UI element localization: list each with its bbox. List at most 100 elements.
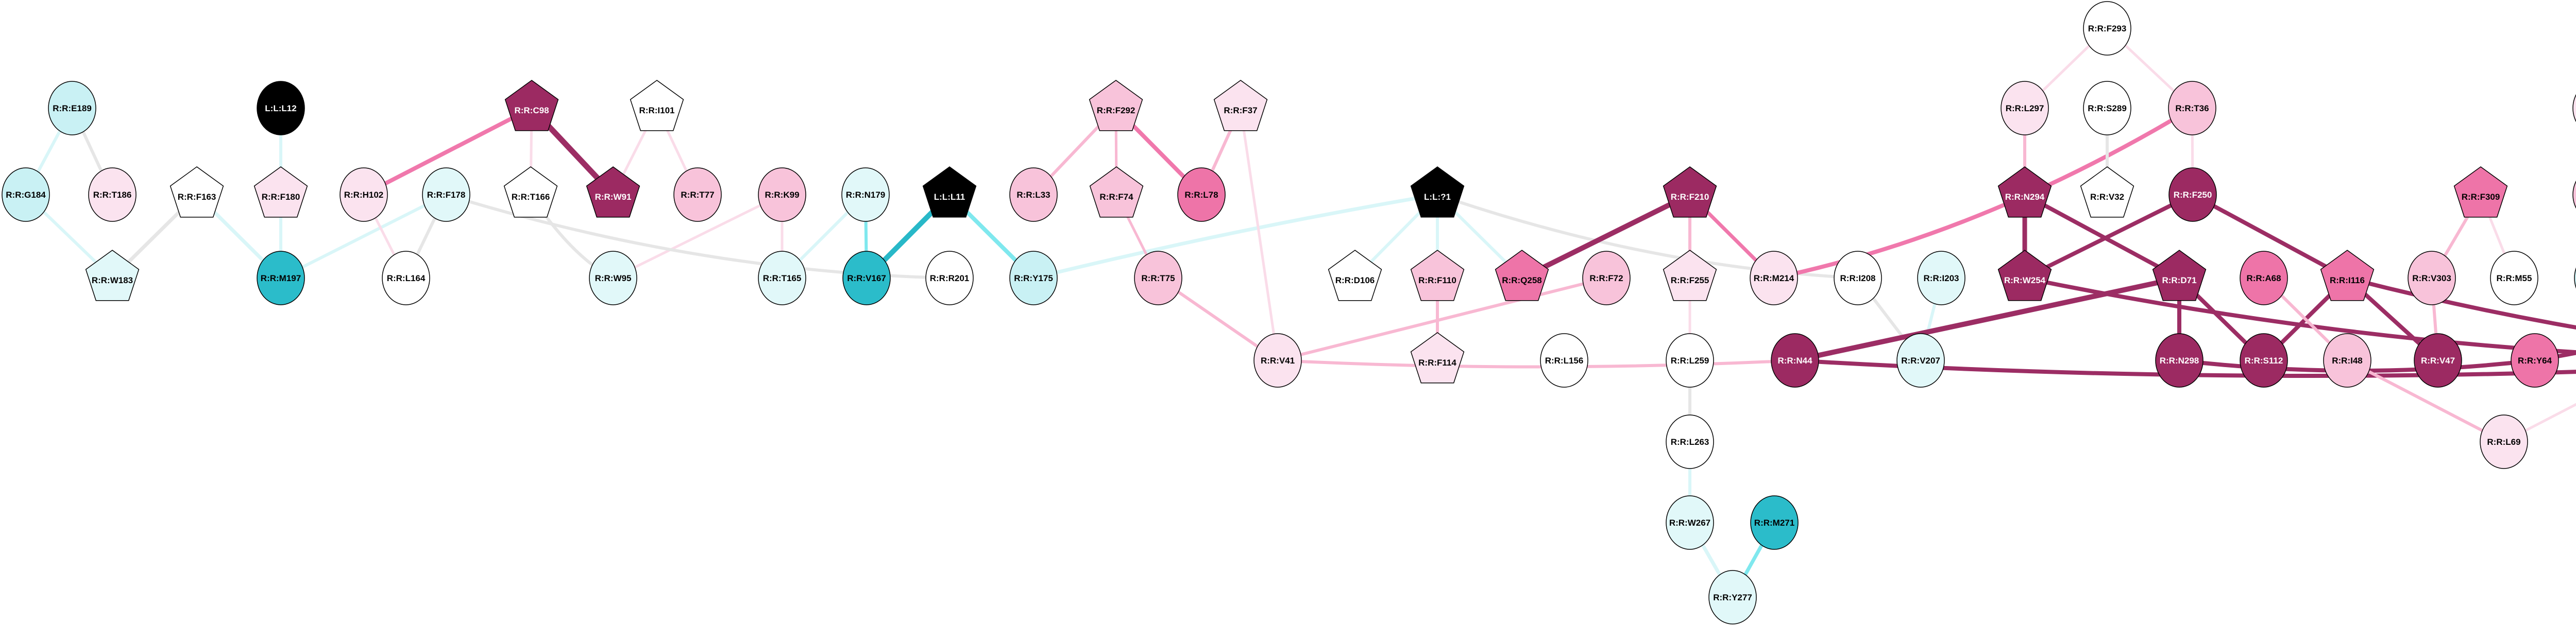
node-shape-pentagon[interactable] xyxy=(1410,166,1465,218)
node-R:R:H102[interactable]: R:R:H102 xyxy=(340,167,388,222)
node-shape-pentagon[interactable] xyxy=(1663,166,1717,218)
node-R:R:S289[interactable]: R:R:S289 xyxy=(2083,81,2131,135)
node-shape-pentagon[interactable] xyxy=(503,166,558,218)
node-R:R:L263[interactable]: R:R:L263 xyxy=(1666,414,1714,469)
node-R:R:F250[interactable]: R:R:F250 xyxy=(2168,167,2217,222)
node-R:R:L259[interactable]: R:R:L259 xyxy=(1666,333,1714,388)
node-shape-pentagon[interactable] xyxy=(2152,250,2207,301)
node-R:R:V47[interactable]: R:R:V47 xyxy=(2414,333,2462,388)
node-shape-pentagon[interactable] xyxy=(586,166,640,218)
node-R:R:I116[interactable]: R:R:I116 xyxy=(2320,250,2375,301)
node-R:R:D71[interactable]: R:R:D71 xyxy=(2152,250,2207,301)
node-R:R:L128[interactable]: R:R:L128 xyxy=(2572,168,2576,221)
node-R:R:K99[interactable]: R:R:K99 xyxy=(758,167,806,222)
node-R:R:M214[interactable]: R:R:M214 xyxy=(1750,251,1798,305)
node-R:R:F210[interactable]: R:R:F210 xyxy=(1663,166,1717,218)
node-shape-circle[interactable] xyxy=(257,81,305,135)
node-R:R:E189[interactable]: R:R:E189 xyxy=(48,81,96,135)
node-shape-pentagon[interactable] xyxy=(504,80,559,131)
node-R:R:R201[interactable]: R:R:R201 xyxy=(925,251,974,305)
node-R:R:N179[interactable]: R:R:N179 xyxy=(841,167,890,222)
node-shape-circle[interactable] xyxy=(1540,333,1588,388)
node-shape-circle[interactable] xyxy=(2323,333,2371,388)
node-shape-circle[interactable] xyxy=(1666,414,1714,469)
node-R:R:F293[interactable]: R:R:F293 xyxy=(2083,1,2131,56)
node-shape-pentagon[interactable] xyxy=(85,250,140,301)
node-shape-circle[interactable] xyxy=(2240,251,2288,305)
node-shape-circle[interactable] xyxy=(382,251,430,305)
node-R:R:T36[interactable]: R:R:T36 xyxy=(2168,81,2216,135)
node-R:R:I101[interactable]: R:R:I101 xyxy=(630,80,684,131)
node-L:L:?1[interactable]: L:L:?1 xyxy=(1410,166,1465,218)
node-shape-pentagon[interactable] xyxy=(1495,250,1549,301)
node-R:R:M197[interactable]: R:R:M197 xyxy=(257,251,305,305)
node-shape-pentagon[interactable] xyxy=(922,166,977,218)
node-R:R:F37[interactable]: R:R:F37 xyxy=(1213,80,1268,131)
node-R:R:W95[interactable]: R:R:W95 xyxy=(589,251,637,305)
node-R:R:W267[interactable]: R:R:W267 xyxy=(1666,495,1714,550)
node-shape-circle[interactable] xyxy=(1896,333,1945,388)
node-R:R:F72[interactable]: R:R:F72 xyxy=(1582,251,1631,305)
node-shape-circle[interactable] xyxy=(2490,251,2538,305)
node-shape-circle[interactable] xyxy=(2083,81,2131,135)
node-R:R:Y175[interactable]: R:R:Y175 xyxy=(1009,251,1058,305)
node-R:R:S112[interactable]: R:R:S112 xyxy=(2240,333,2288,388)
node-R:R:N294[interactable]: R:R:N294 xyxy=(1997,166,2052,218)
node-R:R:T165[interactable]: R:R:T165 xyxy=(758,251,806,305)
node-R:R:F292[interactable]: R:R:F292 xyxy=(1089,80,1143,131)
node-R:R:Y277[interactable]: R:R:Y277 xyxy=(1708,570,1757,625)
node-R:R:F180[interactable]: R:R:F180 xyxy=(253,166,308,218)
node-shape-circle[interactable] xyxy=(88,167,137,222)
node-shape-circle[interactable] xyxy=(2168,167,2217,222)
node-shape-pentagon[interactable] xyxy=(1410,332,1465,384)
node-shape-circle[interactable] xyxy=(1771,333,1819,388)
node-shape-circle[interactable] xyxy=(1009,167,1058,222)
node-shape-circle[interactable] xyxy=(2408,251,2456,305)
node-R:R:V32[interactable]: R:R:V32 xyxy=(2080,166,2134,218)
node-R:R:M271[interactable]: R:R:M271 xyxy=(1750,495,1799,550)
node-R:R:L78[interactable]: R:R:L78 xyxy=(1177,167,1226,222)
node-R:R:T77[interactable]: R:R:T77 xyxy=(673,167,722,222)
node-R:R:W254[interactable]: R:R:W254 xyxy=(1997,250,2052,301)
node-shape-circle[interactable] xyxy=(758,251,806,305)
node-R:R:T75[interactable]: R:R:T75 xyxy=(1134,251,1182,305)
node-shape-circle[interactable] xyxy=(1750,495,1799,550)
node-R:R:T166[interactable]: R:R:T166 xyxy=(503,166,558,218)
node-shape-circle[interactable] xyxy=(2083,1,2131,56)
node-shape-circle[interactable] xyxy=(48,81,96,135)
node-shape-pentagon[interactable] xyxy=(1089,80,1143,131)
node-R:R:L297[interactable]: R:R:L297 xyxy=(2001,81,2049,135)
node-R:R:L164[interactable]: R:R:L164 xyxy=(382,251,430,305)
node-shape-pentagon[interactable] xyxy=(2453,166,2508,218)
node-R:R:L223[interactable]: R:R:L223 xyxy=(2574,251,2576,305)
node-shape-circle[interactable] xyxy=(257,251,305,305)
node-shape-pentagon[interactable] xyxy=(1089,166,1144,218)
node-R:R:T186[interactable]: R:R:T186 xyxy=(88,167,137,222)
node-shape-pentagon[interactable] xyxy=(2320,250,2375,301)
node-shape-circle[interactable] xyxy=(340,167,388,222)
node-shape-circle[interactable] xyxy=(1708,570,1757,625)
node-shape-circle[interactable] xyxy=(1009,251,1058,305)
node-shape-circle[interactable] xyxy=(1750,251,1798,305)
node-shape-circle[interactable] xyxy=(2572,168,2576,221)
node-R:R:I48[interactable]: R:R:I48 xyxy=(2323,333,2371,388)
node-shape-circle[interactable] xyxy=(2155,333,2204,388)
node-L:L:L12[interactable]: L:L:L12 xyxy=(257,81,305,135)
node-shape-circle[interactable] xyxy=(2168,81,2216,135)
node-R:R:V207[interactable]: R:R:V207 xyxy=(1896,333,1945,388)
node-R:R:L33[interactable]: R:R:L33 xyxy=(1009,167,1058,222)
node-R:R:F110[interactable]: R:R:F110 xyxy=(1410,250,1465,301)
node-shape-circle[interactable] xyxy=(589,251,637,305)
node-shape-circle[interactable] xyxy=(1666,495,1714,550)
node-R:R:G184[interactable]: R:R:G184 xyxy=(2,167,50,222)
node-R:R:L69[interactable]: R:R:L69 xyxy=(2480,414,2528,469)
node-R:R:F74[interactable]: R:R:F74 xyxy=(1089,166,1144,218)
node-R:R:F163[interactable]: R:R:F163 xyxy=(170,166,224,218)
node-shape-pentagon[interactable] xyxy=(2080,166,2134,218)
node-R:R:F309[interactable]: R:R:F309 xyxy=(2453,166,2508,218)
node-R:R:V167[interactable]: R:R:V167 xyxy=(842,251,891,305)
node-shape-circle[interactable] xyxy=(673,167,722,222)
node-R:R:L156[interactable]: R:R:L156 xyxy=(1540,333,1588,388)
node-shape-circle[interactable] xyxy=(1834,251,1882,305)
node-shape-circle[interactable] xyxy=(2480,414,2528,469)
